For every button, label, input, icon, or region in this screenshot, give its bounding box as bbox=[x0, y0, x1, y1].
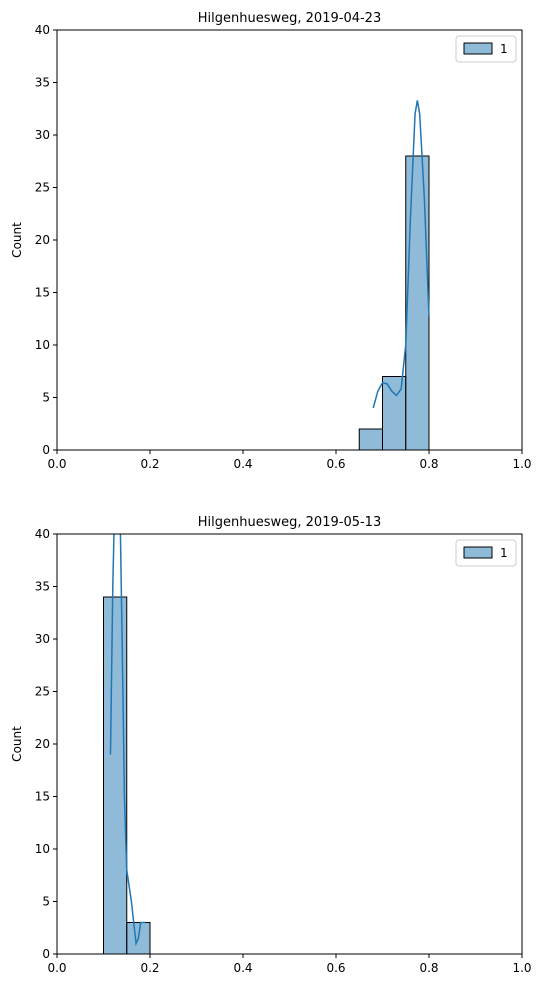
x-tick-label: 0.0 bbox=[47, 961, 66, 975]
y-tick-label: 25 bbox=[35, 685, 50, 699]
y-tick-label: 40 bbox=[35, 527, 50, 541]
y-tick-label: 20 bbox=[35, 737, 50, 751]
axes-frame bbox=[56, 29, 523, 451]
y-tick-label: 30 bbox=[35, 128, 50, 142]
y-tick-label: 15 bbox=[35, 286, 50, 300]
chart: Hilgenhuesweg, 2019-04-23 Count 0.0 0.2 0.4 0… bbox=[10, 11, 532, 471]
chart-title: Hilgenhuesweg, 2019-04-23 bbox=[198, 11, 381, 26]
y-axis-label: Count bbox=[10, 726, 24, 762]
y-axis-label: Count bbox=[10, 222, 24, 258]
kde-line bbox=[372, 100, 430, 409]
y-tick-label: 10 bbox=[35, 842, 50, 856]
x-tick-label: 0.4 bbox=[233, 961, 252, 975]
legend-label: 1 bbox=[500, 42, 508, 56]
x-tick-label: 0.2 bbox=[140, 961, 159, 975]
histogram-bar bbox=[103, 596, 128, 954]
y-tick-label: 0 bbox=[42, 947, 50, 961]
x-tick-label: 0.8 bbox=[419, 961, 438, 975]
x-tick-label: 1.0 bbox=[512, 961, 531, 975]
legend-swatch bbox=[463, 42, 493, 55]
chart: Hilgenhuesweg, 2019-05-13 Count 0.0 0.2 0.4 0… bbox=[10, 515, 532, 975]
y-tick-label: 35 bbox=[35, 580, 50, 594]
histogram-bar bbox=[405, 155, 430, 450]
histogram-bar bbox=[358, 428, 383, 450]
x-tick-label: 0.2 bbox=[140, 457, 159, 471]
y-tick-label: 25 bbox=[35, 181, 50, 195]
axes-frame bbox=[56, 533, 523, 955]
y-tick-label: 10 bbox=[35, 338, 50, 352]
y-tick-label: 0 bbox=[42, 443, 50, 457]
y-tick-label: 5 bbox=[42, 391, 50, 405]
kde-line bbox=[109, 534, 146, 947]
x-tick-label: 0.0 bbox=[47, 457, 66, 471]
x-tick-label: 0.6 bbox=[326, 457, 345, 471]
x-tick-label: 1.0 bbox=[512, 457, 531, 471]
histogram-bar bbox=[382, 376, 407, 450]
legend-swatch bbox=[463, 546, 493, 559]
y-tick-label: 5 bbox=[42, 895, 50, 909]
y-tick-label: 20 bbox=[35, 233, 50, 247]
y-tick-label: 15 bbox=[35, 790, 50, 804]
y-tick-label: 35 bbox=[35, 76, 50, 90]
x-tick-label: 0.6 bbox=[326, 961, 345, 975]
y-tick-label: 40 bbox=[35, 23, 50, 37]
chart-title: Hilgenhuesweg, 2019-05-13 bbox=[198, 515, 381, 530]
legend-label: 1 bbox=[500, 546, 508, 560]
x-tick-label: 0.4 bbox=[233, 457, 252, 471]
y-tick-label: 30 bbox=[35, 632, 50, 646]
x-tick-label: 0.8 bbox=[419, 457, 438, 471]
